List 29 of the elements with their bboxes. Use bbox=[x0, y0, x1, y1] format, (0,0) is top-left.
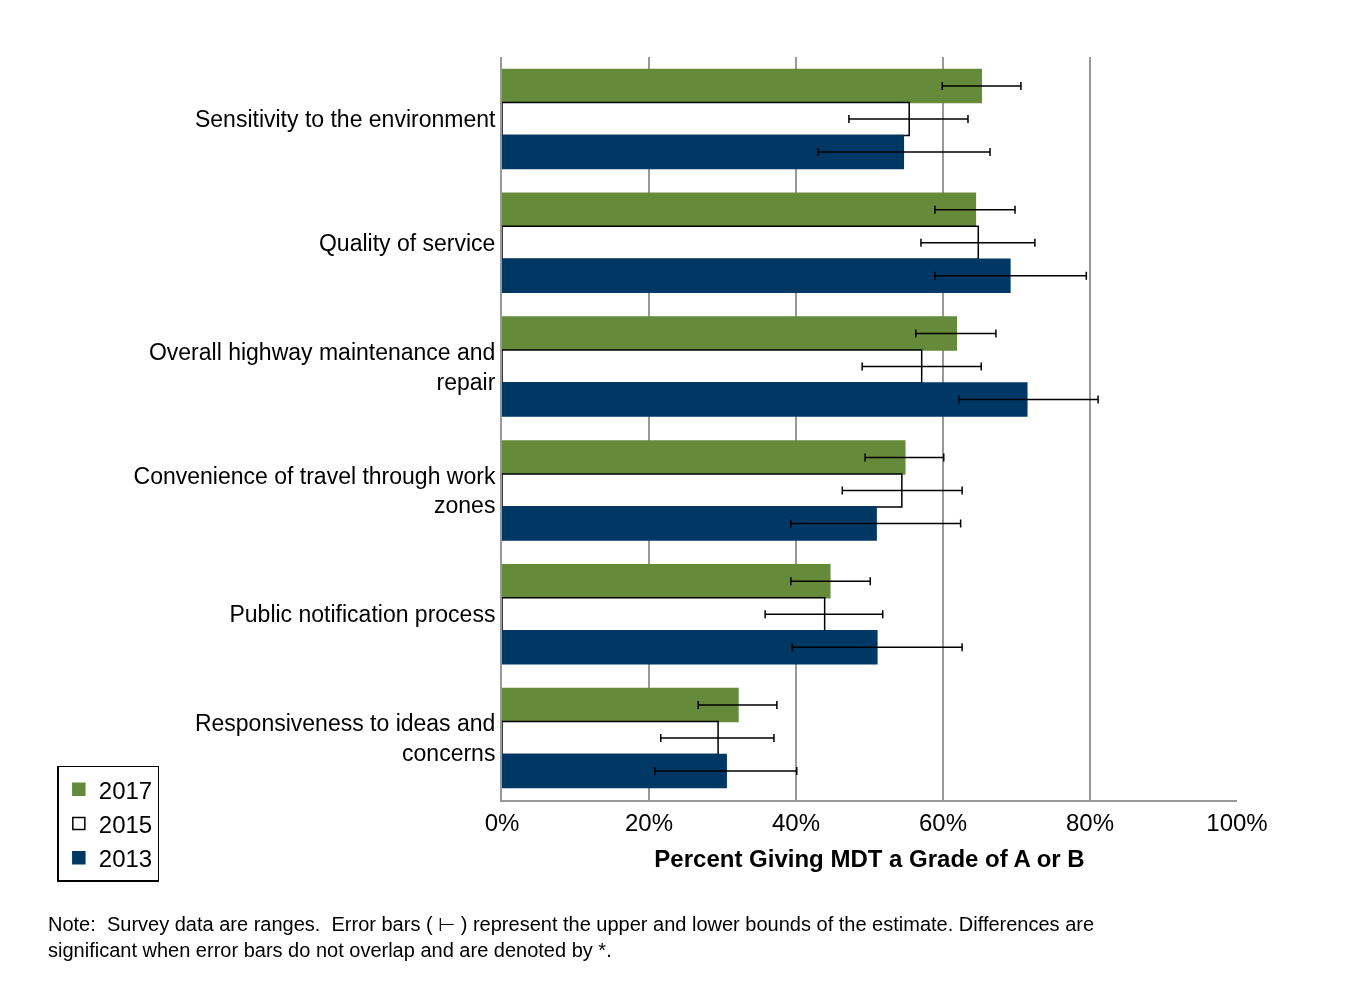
x-tick-label: 0% bbox=[484, 808, 520, 836]
x-tick-label: 100% bbox=[1206, 808, 1268, 836]
legend-label: 2013 bbox=[98, 845, 153, 873]
y-tick-label: Quality of service bbox=[318, 229, 496, 256]
bar bbox=[502, 382, 1028, 417]
legend-label: 2015 bbox=[98, 810, 153, 838]
x-axis-title: Percent Giving MDT a Grade of A or B bbox=[654, 844, 1085, 872]
x-tick-label: 40% bbox=[771, 808, 821, 836]
bar bbox=[502, 440, 906, 475]
x-tick-label: 60% bbox=[918, 808, 968, 836]
bar bbox=[502, 563, 831, 599]
text: Note: Survey data are ranges. Error bars ( ⊢ ) represent the upper and lower bounds of the estimate. Differences are significant when error bars do not overlap and are denoted by *. bbox=[48, 913, 1095, 961]
bar bbox=[502, 258, 1011, 294]
y-tick-label: Public notification process bbox=[229, 601, 496, 628]
x-tick-label: 80% bbox=[1065, 808, 1115, 836]
bar bbox=[502, 192, 977, 227]
bar bbox=[502, 687, 739, 723]
bar bbox=[502, 506, 877, 541]
y-tick-label: Overall highway maintenance and repair bbox=[148, 338, 496, 395]
bar bbox=[502, 753, 727, 789]
x-tick-label: 20% bbox=[624, 808, 674, 836]
legend-label: 2017 bbox=[98, 776, 153, 804]
bar bbox=[502, 134, 905, 170]
y-tick-label: Responsiveness to ideas and concerns bbox=[194, 710, 496, 767]
bar bbox=[502, 68, 982, 104]
bar bbox=[502, 316, 957, 351]
y-tick-label: Sensitivity to the environment bbox=[194, 105, 496, 132]
bar bbox=[502, 630, 878, 665]
y-tick-label: Convenience of travel through work zones bbox=[133, 462, 496, 519]
